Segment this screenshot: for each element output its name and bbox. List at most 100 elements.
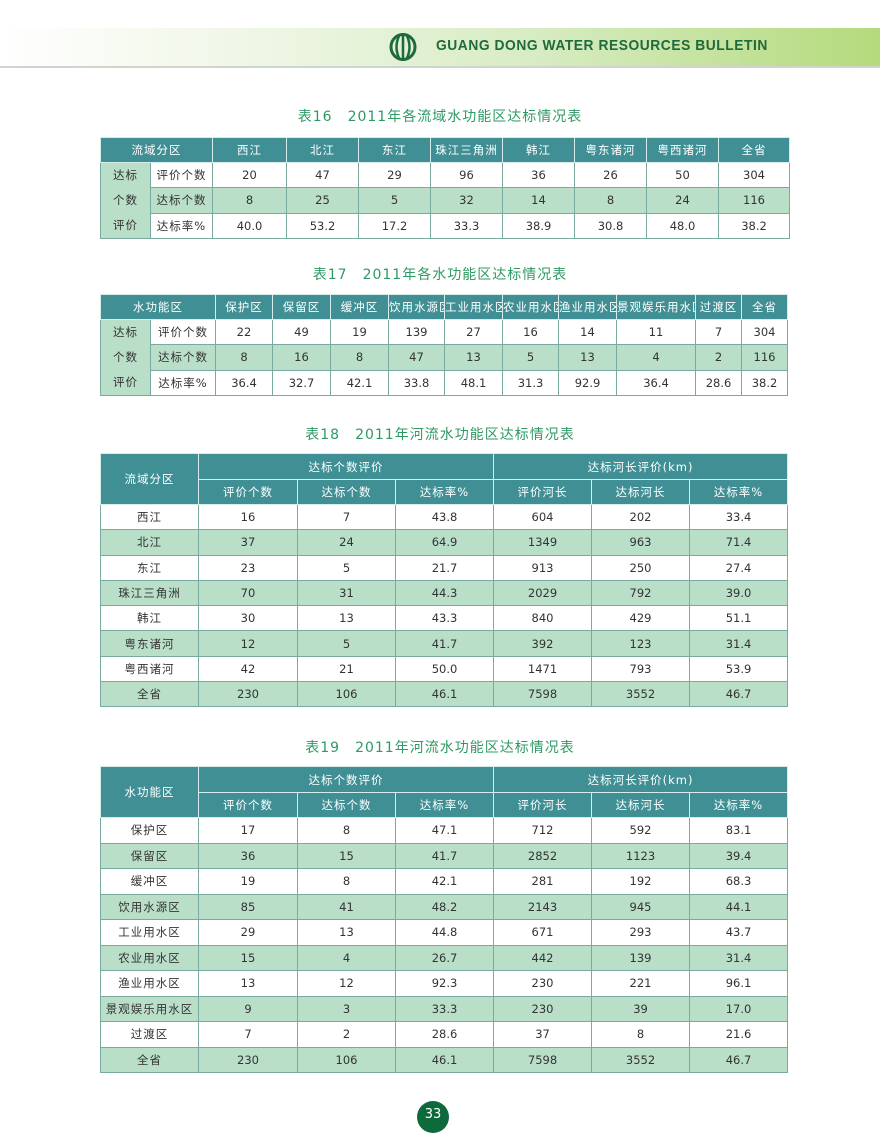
- value-cell: 12: [198, 630, 298, 657]
- value-cell: 36: [502, 161, 575, 189]
- value-cell: 14: [558, 318, 617, 346]
- row-label: 渔业用水区: [100, 970, 199, 997]
- value-cell: 24: [646, 187, 719, 214]
- corner-header: 水功能区: [100, 294, 216, 320]
- value-cell: 19: [198, 868, 298, 895]
- value-cell: 41.7: [394, 630, 495, 657]
- value-cell: 8: [574, 187, 647, 214]
- value-cell: 36: [198, 842, 298, 869]
- column-header: 达标河长: [591, 792, 691, 818]
- value-cell: 39.4: [689, 842, 789, 869]
- value-cell: 16: [272, 344, 331, 371]
- value-cell: 12: [297, 970, 396, 997]
- group-header: 达标河长评价(km): [493, 453, 789, 480]
- value-cell: 250: [591, 554, 691, 581]
- column-header: 粤西诸河: [646, 137, 719, 163]
- table-row: 渔业用水区 13 12 92.3 230 221 96.1: [100, 970, 789, 997]
- value-cell: 792: [591, 579, 691, 607]
- corner-header: 水功能区: [100, 766, 199, 818]
- value-cell: 8: [212, 187, 287, 214]
- value-cell: 25: [286, 187, 359, 214]
- row-label: 评价个数: [150, 318, 216, 346]
- value-cell: 442: [493, 944, 593, 971]
- value-cell: 38.2: [741, 369, 788, 397]
- value-cell: 31: [297, 579, 396, 607]
- value-cell: 116: [718, 187, 790, 214]
- table-row: 全省 230 106 46.1 7598 3552 46.7: [100, 681, 789, 708]
- table-row: 全省 230 106 46.1 7598 3552 46.7: [100, 1046, 789, 1073]
- value-cell: 43.7: [689, 919, 789, 946]
- value-cell: 2: [297, 1021, 396, 1048]
- value-cell: 29: [198, 919, 298, 946]
- value-cell: 28.6: [695, 369, 742, 397]
- value-cell: 40.0: [212, 212, 287, 240]
- value-cell: 71.4: [689, 529, 789, 556]
- value-cell: 50.0: [394, 655, 495, 683]
- column-header: 保留区: [272, 294, 331, 320]
- value-cell: 5: [297, 554, 396, 581]
- table-row: 达标率% 40.0 53.2 17.2 33.3 38.9 30.8 48.0 38.2: [101, 212, 790, 240]
- value-cell: 27: [444, 318, 503, 346]
- value-cell: 123: [591, 630, 691, 657]
- value-cell: 43.8: [394, 503, 495, 531]
- header-banner: GUANG DONG WATER RESOURCES BULLETIN: [0, 28, 880, 68]
- value-cell: 33.8: [388, 369, 445, 397]
- table-row: 保护区 17 8 47.1 712 592 83.1: [100, 817, 789, 844]
- value-cell: 36.4: [215, 369, 273, 397]
- value-cell: 17.0: [689, 995, 789, 1022]
- table18: 流域分区 达标个数评价 达标河长评价(km) 评价个数 达标个数 达标率% 评价河长 达标河长…: [100, 453, 789, 708]
- value-cell: 24: [297, 529, 396, 556]
- value-cell: 945: [591, 893, 691, 920]
- table19: 水功能区 达标个数评价 达标河长评价(km) 评价个数 达标个数 达标率% 评价河长 达标河长…: [100, 766, 789, 1073]
- value-cell: 392: [493, 630, 593, 657]
- value-cell: 116: [741, 344, 788, 371]
- value-cell: 221: [591, 970, 691, 997]
- value-cell: 15: [297, 842, 396, 869]
- table-row: 饮用水源区 85 41 48.2 2143 945 44.1: [100, 893, 789, 920]
- value-cell: 671: [493, 919, 593, 946]
- value-cell: 13: [297, 919, 396, 946]
- value-cell: 32.7: [272, 369, 331, 397]
- table-row: 北江 37 24 64.9 1349 963 71.4: [100, 529, 789, 556]
- group-label: 达标个数评价: [100, 162, 151, 239]
- value-cell: 22: [215, 318, 273, 346]
- value-cell: 31.3: [502, 369, 559, 397]
- row-label: 达标率%: [150, 369, 216, 397]
- row-label: 农业用水区: [100, 944, 199, 971]
- corner-header: 流域分区: [100, 137, 213, 163]
- value-cell: 50: [646, 161, 719, 189]
- value-cell: 3552: [591, 681, 691, 708]
- value-cell: 712: [493, 817, 593, 844]
- value-cell: 96: [430, 161, 503, 189]
- value-cell: 4: [616, 344, 696, 371]
- value-cell: 53.9: [689, 655, 789, 683]
- value-cell: 963: [591, 529, 691, 556]
- value-cell: 47: [388, 344, 445, 371]
- row-label: 粤东诸河: [100, 630, 199, 657]
- table16-title: 表16 2011年各流域水功能区达标情况表: [297, 109, 583, 125]
- row-label: 粤西诸河: [100, 655, 199, 683]
- column-header: 农业用水区: [502, 294, 559, 320]
- value-cell: 106: [297, 681, 396, 708]
- value-cell: 47: [286, 161, 359, 189]
- value-cell: 46.7: [689, 681, 789, 708]
- table19-title: 表19 2011年河流水功能区达标情况表: [305, 740, 575, 756]
- column-header: 评价河长: [493, 792, 593, 818]
- value-cell: 304: [741, 318, 788, 346]
- group-label: 达标个数评价: [100, 319, 151, 396]
- value-cell: 281: [493, 868, 593, 895]
- column-header: 缓冲区: [330, 294, 389, 320]
- row-label: 达标个数: [150, 344, 216, 371]
- value-cell: 36.4: [616, 369, 696, 397]
- row-label: 保留区: [100, 842, 199, 869]
- value-cell: 304: [718, 161, 790, 189]
- value-cell: 33.4: [689, 503, 789, 531]
- row-label: 工业用水区: [100, 919, 199, 946]
- column-header: 全省: [741, 294, 788, 320]
- column-header: 西江: [212, 137, 287, 163]
- table-row: 工业用水区 29 13 44.8 671 293 43.7: [100, 919, 789, 946]
- value-cell: 39.0: [689, 579, 789, 607]
- value-cell: 16: [502, 318, 559, 346]
- value-cell: 1349: [493, 529, 593, 556]
- table-row: 达标个数 8 25 5 32 14 8 24 116: [101, 187, 790, 214]
